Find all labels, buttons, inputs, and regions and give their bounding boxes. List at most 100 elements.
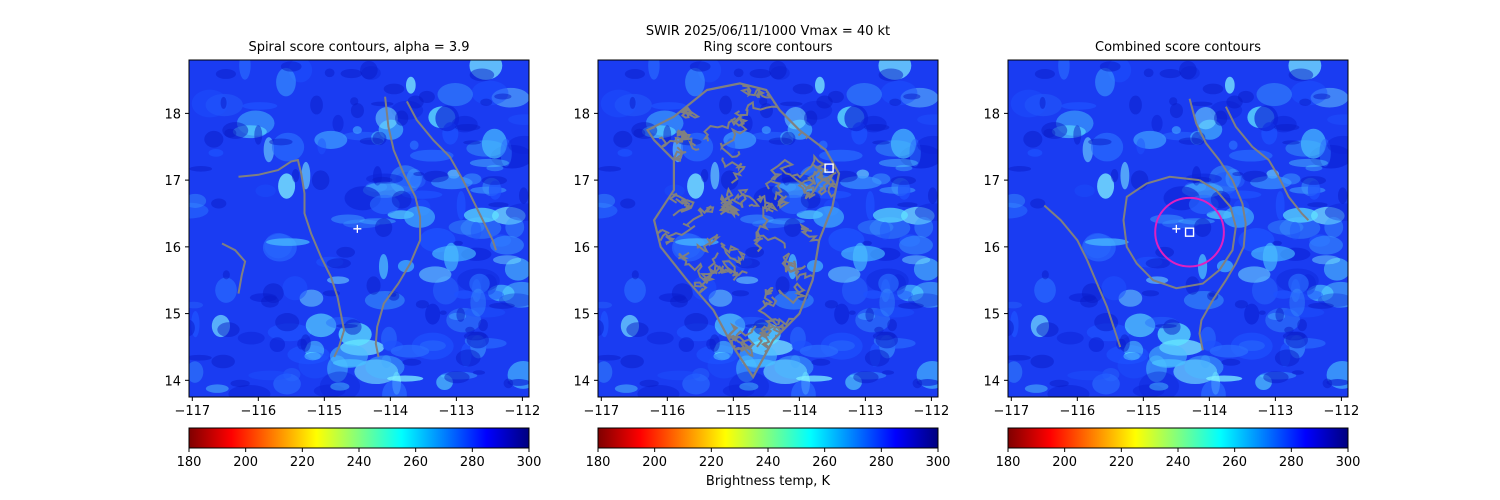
y-tick-label: 14 xyxy=(983,374,1000,389)
center-plus-marker xyxy=(353,224,362,233)
colorbar-tick-label: 200 xyxy=(233,455,258,470)
y-tick-label: 14 xyxy=(573,374,590,389)
contour-line xyxy=(1043,204,1122,348)
colorbar-tick-label: 300 xyxy=(1336,455,1361,470)
contour-line xyxy=(668,192,691,206)
y-tick-label: 15 xyxy=(983,308,1000,323)
center-plus-marker xyxy=(1172,224,1181,233)
suptitle: SWIR 2025/06/11/1000 Vmax = 40 kt xyxy=(646,24,890,39)
contour-line xyxy=(804,175,834,200)
y-tick-label: 16 xyxy=(164,241,181,256)
panel-1: Spiral score contours, alpha = 3.9 −117 −1… xyxy=(164,40,542,470)
axes-frame xyxy=(188,59,530,398)
x-tick-label: −115 xyxy=(715,404,751,419)
panel-2: Ring score contours −117 −116 −115 −114 −113 −… xyxy=(573,40,951,470)
axes-frame xyxy=(1007,59,1349,398)
contour-line xyxy=(782,261,825,282)
contour-line xyxy=(777,282,808,305)
axes-frame xyxy=(597,59,939,398)
colorbar-tick-label: 180 xyxy=(586,455,611,470)
contour-line xyxy=(781,252,807,273)
contour-line xyxy=(737,188,761,208)
satellite-image xyxy=(1008,60,1348,397)
colorbar-gradient xyxy=(597,427,939,449)
colorbar-tick-label: 300 xyxy=(517,455,542,470)
y-tick-label: 18 xyxy=(983,107,1000,122)
contour-line xyxy=(1225,106,1310,221)
colorbar-tick-label: 240 xyxy=(347,455,372,470)
contour-line xyxy=(763,287,778,308)
contour-line xyxy=(720,242,746,266)
x-tick-label: −112 xyxy=(505,404,541,419)
contour-line xyxy=(789,153,827,194)
y-tick-label: 18 xyxy=(164,107,181,122)
colorbar-tick-label: 280 xyxy=(1279,455,1304,470)
colorbar-tick-label: 300 xyxy=(926,455,951,470)
y-tick-label: 16 xyxy=(573,241,590,256)
colorbar-tick-label: 180 xyxy=(996,455,1021,470)
x-tick-label: −117 xyxy=(583,404,619,419)
x-tick-label: −113 xyxy=(1258,404,1294,419)
contour-line xyxy=(702,117,737,142)
contour-line xyxy=(814,163,837,187)
contour-line xyxy=(673,100,701,119)
colorbar: 180 200 220 240 260 280 300 xyxy=(177,427,542,470)
colorbar-tick-label: 240 xyxy=(756,455,781,470)
contour-line xyxy=(718,192,747,213)
square-marker xyxy=(1184,227,1195,237)
colorbar-tick-label: 220 xyxy=(290,455,315,470)
x-tick-label: −116 xyxy=(649,404,685,419)
contour-line xyxy=(754,230,786,253)
contour-line xyxy=(753,206,774,244)
x-tick-label: −115 xyxy=(306,404,342,419)
contour-line xyxy=(1122,175,1237,290)
x-tick-label: −116 xyxy=(240,404,276,419)
x-tick-label: −116 xyxy=(1059,404,1095,419)
colorbar-tick-label: 180 xyxy=(177,455,202,470)
y-tick-label: 17 xyxy=(983,174,1000,189)
x-tick-label: −112 xyxy=(1324,404,1360,419)
contour-line xyxy=(721,260,748,282)
x-tick-label: −117 xyxy=(993,404,1029,419)
x-tick-label: −113 xyxy=(848,404,884,419)
y-tick-label: 15 xyxy=(573,308,590,323)
contour-line xyxy=(645,82,841,380)
y-tick-label: 17 xyxy=(164,174,181,189)
contour-line xyxy=(719,117,749,159)
contour-line xyxy=(815,170,839,199)
y-tick-label: 18 xyxy=(573,107,590,122)
contour-line xyxy=(1188,98,1247,351)
y-tick-label: 16 xyxy=(983,241,1000,256)
x-tick-label: −112 xyxy=(914,404,950,419)
contour-line xyxy=(672,199,695,217)
contour-line xyxy=(659,224,696,246)
x-tick-label: −114 xyxy=(781,404,817,419)
satellite-image xyxy=(598,60,938,397)
colorbar-tick-label: 220 xyxy=(699,455,724,470)
y-tick-label: 15 xyxy=(164,308,181,323)
x-tick-label: −115 xyxy=(1125,404,1161,419)
panel-3: Combined score contours −117 −116 −115 −114 −… xyxy=(983,40,1361,470)
colorbar: 180 200 220 240 260 280 300 xyxy=(586,427,951,470)
x-tick-label: −114 xyxy=(1191,404,1227,419)
contour-line xyxy=(221,242,247,294)
contour-line xyxy=(719,186,739,216)
contour-line xyxy=(764,179,790,209)
contour-line xyxy=(797,163,821,195)
contour-line xyxy=(733,109,749,127)
y-tick-label: 17 xyxy=(573,174,590,189)
contour-line xyxy=(406,100,497,251)
colorbar-tick-label: 260 xyxy=(1222,455,1247,470)
colorbar-tick-label: 280 xyxy=(869,455,894,470)
contour-line xyxy=(757,299,776,338)
satellite-image xyxy=(189,60,529,397)
contour-line xyxy=(682,205,715,229)
panel-title: Spiral score contours, alpha = 3.9 xyxy=(248,40,469,55)
y-tick-label: 14 xyxy=(164,374,181,389)
colorbar-gradient xyxy=(188,427,530,449)
colorbar-tick-label: 200 xyxy=(1052,455,1077,470)
colorbar-tick-label: 260 xyxy=(403,455,428,470)
colorbar-label: Brightness temp, K xyxy=(706,474,831,489)
contour-line xyxy=(721,157,746,184)
